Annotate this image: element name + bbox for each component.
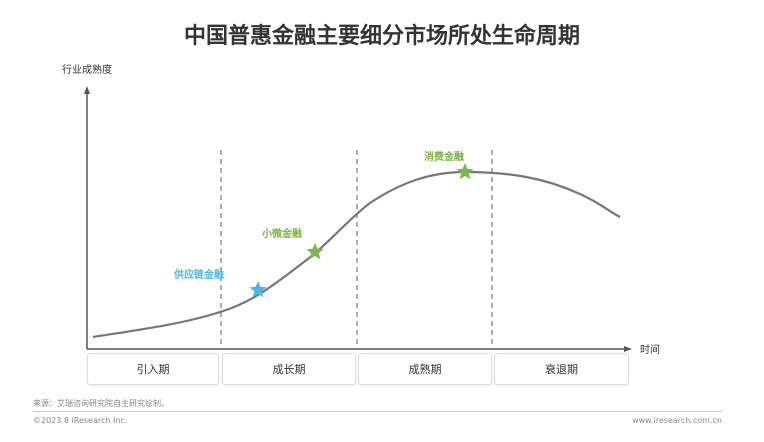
marker-label-micro-finance: 小微金融: [262, 229, 302, 240]
source-note: 来源：艾瑞咨询研究院自主研究绘制。: [33, 399, 169, 408]
phase-mature: 成熟期: [358, 353, 492, 385]
copyright: ©2023.8 iResearch Inc.: [33, 416, 128, 425]
x-axis-arrow-icon: [624, 346, 632, 352]
phase-decline: 衰退期: [494, 353, 629, 385]
lifecycle-curve: [92, 170, 621, 339]
star-icon: [306, 243, 324, 260]
phase-intro: 引入期: [87, 353, 219, 385]
phase-dividers: [220, 150, 493, 349]
star-icon: [249, 281, 267, 298]
page-title: 中国普惠金融主要细分市场所处生命周期: [183, 24, 580, 49]
footer-divider: [33, 411, 723, 412]
marker-label-consumer-finance: 消费金融: [424, 152, 464, 163]
phase-growth: 成长期: [222, 353, 356, 385]
marker-label-supply-chain: 供应链金融: [174, 270, 224, 281]
y-axis-label: 行业成熟度: [62, 65, 112, 76]
website: www.iresearch.com.cn: [632, 416, 722, 425]
y-axis-arrow-icon: [84, 86, 90, 94]
x-axis-label: 时间: [640, 345, 660, 356]
star-icon: [456, 163, 474, 180]
